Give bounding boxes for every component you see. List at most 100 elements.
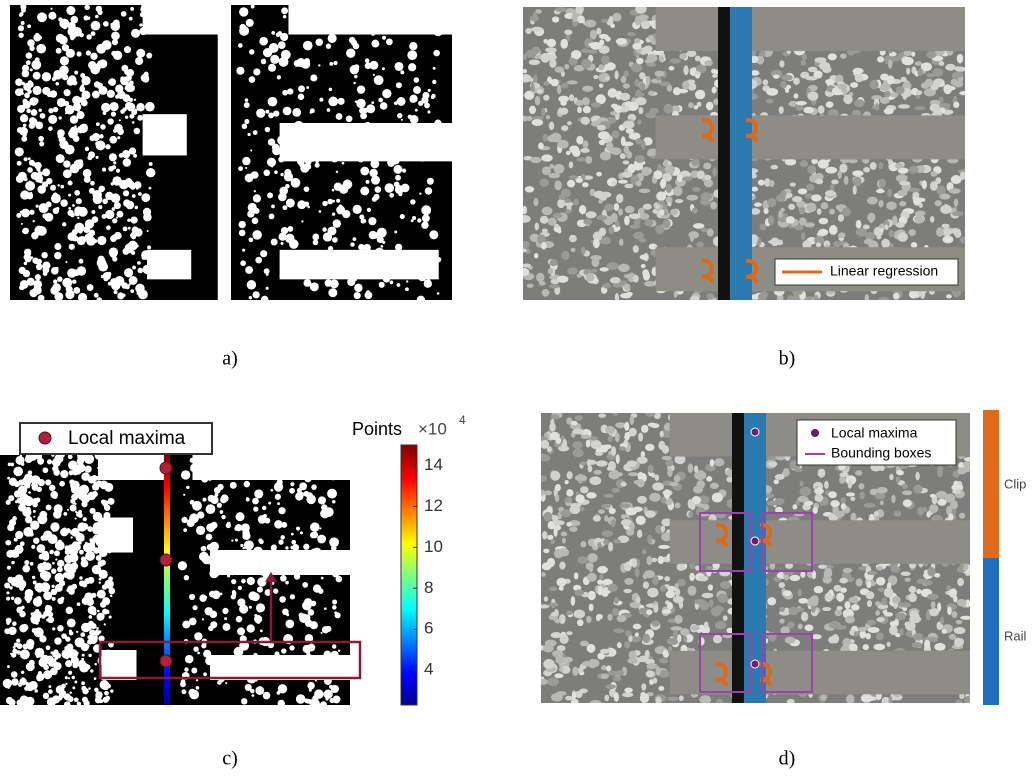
blob <box>238 43 243 48</box>
stone <box>875 103 879 111</box>
blob <box>395 175 401 181</box>
blob <box>73 135 80 142</box>
stone <box>850 82 858 88</box>
blob <box>319 98 323 102</box>
blob <box>107 118 113 124</box>
stone <box>902 490 912 495</box>
blob <box>112 234 118 240</box>
blob <box>136 103 144 111</box>
stone <box>842 207 851 216</box>
blob <box>332 212 335 215</box>
stone <box>878 587 885 592</box>
stone <box>551 79 559 87</box>
stone <box>852 170 863 176</box>
blob <box>328 34 337 43</box>
blob <box>36 596 42 602</box>
stone <box>596 215 607 220</box>
stone <box>930 171 937 176</box>
blob <box>67 78 74 85</box>
stone <box>880 73 889 80</box>
stone <box>935 177 941 184</box>
blob <box>253 68 260 75</box>
blob <box>411 219 414 222</box>
blob <box>353 82 356 85</box>
blob <box>59 116 62 119</box>
stone <box>646 63 656 67</box>
stone <box>612 180 617 185</box>
blob <box>6 621 10 625</box>
stone <box>646 670 655 677</box>
stone <box>884 588 894 598</box>
stone <box>646 556 652 565</box>
stone <box>867 620 876 626</box>
blob <box>243 535 247 539</box>
stone <box>527 284 534 288</box>
blob <box>206 534 213 541</box>
blob <box>18 683 22 687</box>
blob <box>52 562 55 565</box>
blob <box>33 72 41 80</box>
stone <box>779 106 784 114</box>
blob <box>46 201 52 207</box>
stone <box>760 224 767 231</box>
blob <box>178 561 187 570</box>
blob <box>39 141 44 146</box>
blob <box>308 609 315 616</box>
blob <box>112 176 121 185</box>
blob <box>393 165 402 174</box>
stone <box>603 283 611 289</box>
blob <box>112 256 117 261</box>
blob <box>278 507 285 514</box>
stone <box>609 508 616 514</box>
stone <box>659 81 670 86</box>
blob <box>30 68 33 71</box>
stone <box>538 475 546 482</box>
stone <box>587 49 598 53</box>
stone <box>646 76 651 86</box>
stone <box>950 500 958 509</box>
blob <box>320 701 327 708</box>
stone <box>635 4 646 14</box>
stone <box>913 485 922 494</box>
blob <box>359 215 364 220</box>
blob <box>302 582 308 588</box>
stone <box>522 206 527 214</box>
blob <box>320 509 330 519</box>
blob <box>29 532 34 537</box>
stone <box>564 29 572 35</box>
legend-text: Bounding boxes <box>831 445 931 461</box>
stone <box>863 644 869 650</box>
blob <box>51 585 54 588</box>
blob <box>310 282 319 291</box>
stone <box>614 597 619 604</box>
blob <box>74 697 79 702</box>
stone <box>641 683 646 690</box>
stone <box>914 106 925 110</box>
stone <box>830 500 839 507</box>
blob <box>23 270 30 277</box>
blob <box>268 502 271 505</box>
stone <box>608 542 613 551</box>
blob <box>328 97 338 107</box>
stone <box>780 81 787 88</box>
stone <box>876 189 885 193</box>
blob <box>93 25 98 30</box>
blob <box>289 645 294 650</box>
blob <box>55 193 57 195</box>
stone <box>669 482 678 487</box>
stone <box>838 232 845 238</box>
blob <box>302 601 312 611</box>
blob <box>405 287 409 291</box>
blob <box>227 522 231 526</box>
stone <box>580 148 590 153</box>
stone <box>580 541 586 547</box>
stone <box>624 688 632 693</box>
blob <box>36 205 39 208</box>
stone <box>615 70 619 79</box>
stone <box>688 511 693 517</box>
blob <box>57 560 64 567</box>
stone <box>904 578 910 582</box>
stone <box>690 295 700 304</box>
stone <box>888 60 892 69</box>
stone <box>599 83 603 87</box>
